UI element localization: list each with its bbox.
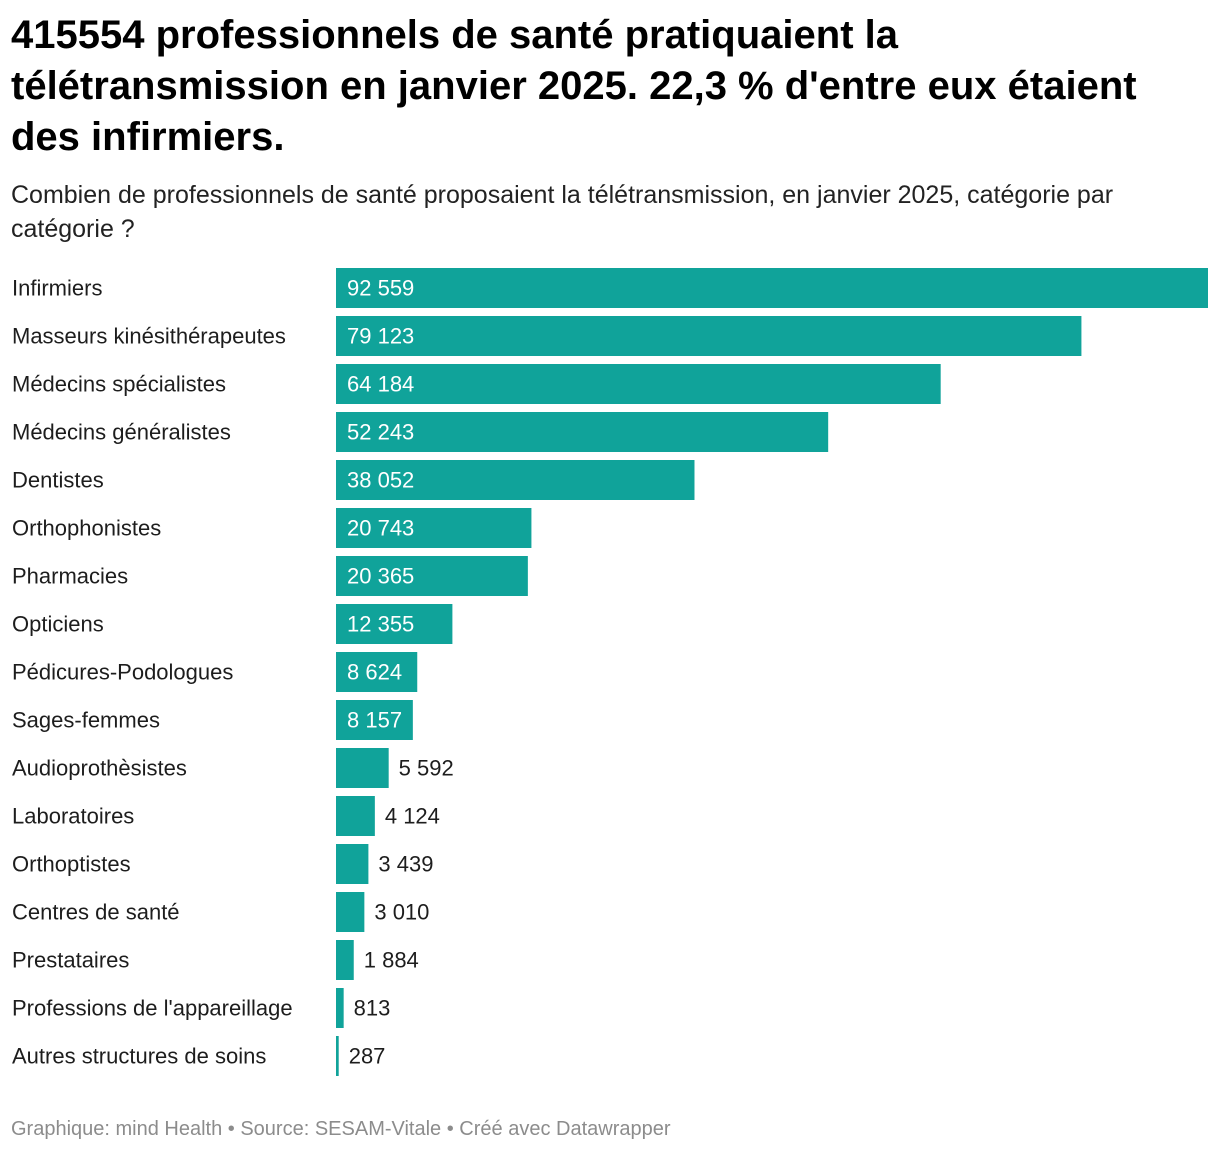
- value-label: 3 439: [378, 852, 433, 877]
- category-label: Audioprothèsistes: [12, 756, 187, 781]
- bar: [336, 844, 369, 884]
- bar: [336, 412, 829, 452]
- category-label: Orthoptistes: [12, 852, 131, 877]
- bar: [336, 652, 418, 692]
- chart-title: 415554 professionnels de santé pratiquai…: [11, 13, 1137, 159]
- bar: [336, 748, 389, 788]
- value-label: 3 010: [374, 900, 429, 925]
- value-label: 5 592: [399, 756, 454, 781]
- category-label: Médecins spécialistes: [12, 372, 226, 397]
- bar: [336, 508, 532, 548]
- category-label: Dentistes: [12, 468, 104, 493]
- value-label: 92 559: [347, 276, 414, 301]
- value-label: 4 124: [385, 804, 440, 829]
- chart-footer: Graphique: mind Health • Source: SESAM-V…: [11, 1118, 671, 1140]
- value-label: 12 355: [347, 612, 414, 637]
- category-label: Prestataires: [12, 948, 129, 973]
- value-label: 287: [349, 1044, 386, 1069]
- bar: [336, 604, 453, 644]
- bar: [336, 364, 941, 404]
- chart-subtitle: Combien de professionnels de santé propo…: [11, 181, 1114, 243]
- category-label: Opticiens: [12, 612, 104, 637]
- category-label: Pharmacies: [12, 564, 128, 589]
- bar: [336, 556, 528, 596]
- category-label: Centres de santé: [12, 900, 180, 925]
- category-label: Autres structures de soins: [12, 1044, 266, 1069]
- category-label: Laboratoires: [12, 804, 134, 829]
- value-label: 8 624: [347, 660, 402, 685]
- category-label: Masseurs kinésithérapeutes: [12, 324, 286, 349]
- bar: [336, 940, 354, 980]
- category-label: Orthophonistes: [12, 516, 161, 541]
- value-label: 38 052: [347, 468, 414, 493]
- value-label: 79 123: [347, 324, 414, 349]
- value-label: 1 884: [364, 948, 419, 973]
- value-label: 20 743: [347, 516, 414, 541]
- bar: [336, 460, 695, 500]
- category-label: Professions de l'appareillage: [12, 996, 293, 1021]
- bar: [336, 700, 413, 740]
- value-label: 64 184: [347, 372, 414, 397]
- bar: [336, 1036, 339, 1076]
- value-label: 8 157: [347, 708, 402, 733]
- category-label: Infirmiers: [12, 276, 102, 301]
- value-label: 52 243: [347, 420, 414, 445]
- category-label: Sages-femmes: [12, 708, 160, 733]
- bar: [336, 268, 1208, 308]
- bar: [336, 316, 1082, 356]
- bar: [336, 892, 365, 932]
- value-label: 20 365: [347, 564, 414, 589]
- category-label: Pédicures-Podologues: [12, 660, 233, 685]
- bar: [336, 796, 375, 836]
- bar-chart: Infirmiers 92 559 Masseurs kinésithérapeut…: [12, 268, 1208, 1076]
- value-label: 813: [354, 996, 391, 1021]
- category-label: Médecins généralistes: [12, 420, 231, 445]
- bar: [336, 988, 344, 1028]
